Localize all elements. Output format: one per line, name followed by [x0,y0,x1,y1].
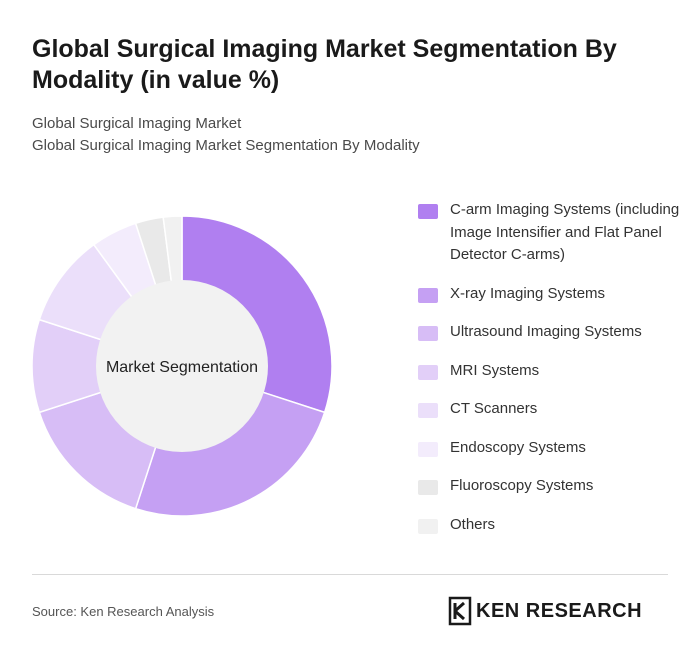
chart-title: Global Surgical Imaging Market Segmentat… [32,35,617,94]
logo-text: KEN RESEARCH [476,599,643,622]
subtitle-line-1: Global Surgical Imaging Market [32,115,242,132]
legend-swatch [418,287,438,303]
legend-item: X-ray Imaging Systems [418,283,688,306]
footer-divider [32,574,668,575]
legend-item: C-arm Imaging Systems (including Image I… [418,199,688,267]
subtitle-line-2: Global Surgical Imaging Market Segmentat… [32,137,420,154]
ken-research-logo-icon [448,596,472,626]
legend-swatch [418,403,438,418]
legend-swatch [418,204,438,219]
legend-label: MRI Systems [450,361,540,379]
chart-legend: C-arm Imaging Systems (including Image I… [418,199,688,536]
legend-item: Ultrasound Imaging Systems [418,321,688,344]
donut-chart: Market Segmentation [31,215,333,517]
legend-swatch [418,441,438,457]
donut-center [96,280,268,452]
legend-label: X-ray Imaging Systems [450,284,606,302]
legend-swatch [418,326,438,341]
legend-item: MRI Systems [418,360,688,383]
donut-center-label: Market Segmentation [106,359,258,376]
chart-subtitle: Global Surgical Imaging Market Global Su… [32,113,672,157]
brand-logo: KEN RESEARCH [448,596,642,626]
legend-label: C-arm Imaging Systems (including Image I… [450,201,680,263]
legend-item: Endoscopy Systems [418,437,688,460]
legend-item: CT Scanners [418,398,688,421]
legend-item: Fluoroscopy Systems [418,475,688,498]
legend-label: Others [450,515,496,533]
legend-label: Ultrasound Imaging Systems [450,323,642,340]
legend-swatch [418,480,438,495]
legend-swatch [418,364,438,380]
legend-label: Fluoroscopy Systems [450,477,594,494]
legend-swatch [418,518,438,534]
source-note: Source: Ken Research Analysis [32,604,215,619]
legend-label: CT Scanners [450,400,538,417]
legend-item: Others [418,514,688,537]
legend-label: Endoscopy Systems [450,438,586,456]
